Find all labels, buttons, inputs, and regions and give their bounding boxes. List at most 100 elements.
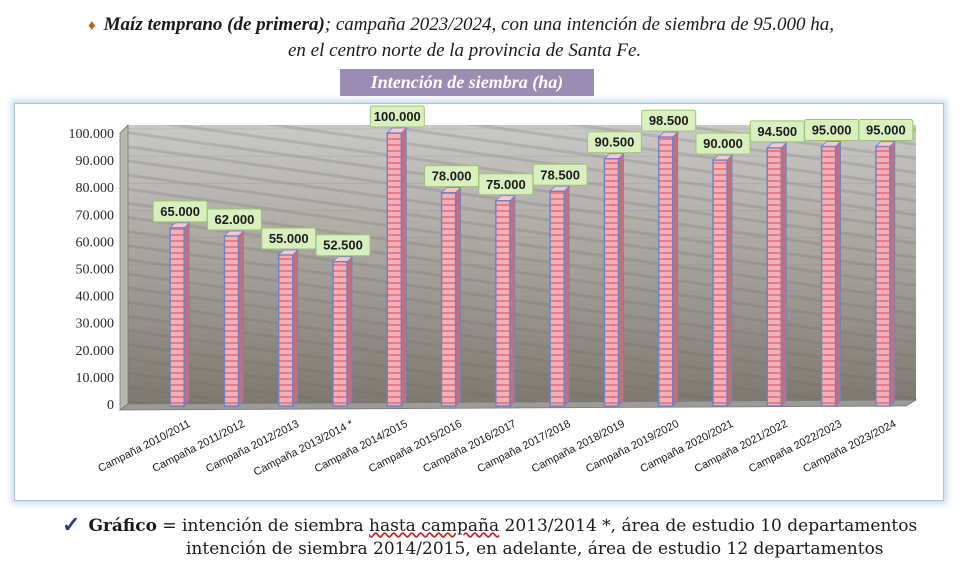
y-tick-label: 30.000 — [76, 317, 115, 332]
data-label: 78.500 — [532, 163, 588, 186]
data-label-text: 94.500 — [757, 124, 797, 139]
bar — [549, 190, 565, 407]
header-line-2: en el centro norte de la provincia de Sa… — [288, 40, 642, 61]
y-tick-label: 70.000 — [76, 208, 115, 223]
data-label: 100.000 — [369, 105, 425, 128]
bar-side — [455, 186, 461, 407]
data-label: 52.500 — [315, 234, 371, 257]
footnote-line-1: ✓ Gráfico = intención de siembra hasta ca… — [62, 512, 917, 538]
footnote-line-2: intención de siembra 2014/2015, en adela… — [186, 539, 884, 559]
y-tick-label: 80.000 — [76, 181, 115, 196]
diamond-bullet-icon: ♦ — [88, 18, 96, 34]
x-tick-label: Campaña 2017/2018 — [476, 418, 573, 475]
data-label: 95.000 — [858, 119, 914, 142]
bar — [712, 159, 728, 407]
data-label: 62.000 — [206, 208, 262, 231]
data-label-box — [858, 119, 914, 142]
bar-side — [780, 141, 787, 407]
data-label-text: 55.000 — [269, 231, 309, 246]
header-line-1: ♦ Maíz temprano (de primera); campaña 202… — [88, 14, 834, 36]
data-label: 55.000 — [261, 227, 317, 250]
data-label: 75.000 — [478, 173, 534, 196]
check-icon: ✓ — [62, 512, 81, 538]
bar — [495, 200, 511, 407]
bar — [820, 145, 837, 407]
bar — [875, 145, 891, 407]
data-label-box — [641, 109, 697, 132]
x-tick-label: Campaña 2010/2011 — [96, 418, 192, 475]
bar — [440, 191, 457, 407]
x-tick-label: Campaña 2020/2021 — [638, 418, 735, 475]
data-label-box — [532, 163, 588, 186]
bar-side — [563, 185, 570, 407]
data-label-text: 75.000 — [486, 177, 526, 192]
data-label: 65.000 — [152, 200, 208, 223]
y-tick-label: 50.000 — [76, 263, 115, 278]
x-tick-label: Campaña 2019/2020 — [584, 418, 681, 475]
x-tick-label: Campaña 2015/2016 — [367, 418, 464, 475]
y-tick-label: 90.000 — [76, 154, 115, 169]
data-label: 94.500 — [749, 120, 805, 143]
data-label-text: 95.000 — [866, 123, 906, 138]
data-label: 90.500 — [586, 131, 642, 154]
data-label-text: 78.000 — [432, 169, 472, 184]
bar — [332, 261, 348, 407]
chart-title: Intención de siembra (ha) — [340, 69, 594, 96]
data-label-text: 65.000 — [160, 204, 200, 219]
data-label-text: 52.500 — [323, 238, 363, 253]
footnote-underlined: hasta campaña — [369, 516, 500, 536]
data-label-text: 98.500 — [649, 113, 689, 128]
x-tick-label: Campaña 2018/2019 — [530, 418, 627, 475]
header-title-rest: ; campaña 2023/2024, con una intención d… — [324, 14, 835, 35]
x-tick-label: Campaña 2021/2022 — [693, 418, 790, 475]
y-tick-label: 40.000 — [76, 290, 115, 305]
bar-side — [400, 127, 407, 407]
data-label-box — [586, 131, 642, 154]
data-label-text: 62.000 — [215, 212, 255, 227]
data-label: 98.500 — [641, 109, 697, 132]
data-label-text: 100.000 — [374, 109, 421, 124]
data-label: 90.000 — [695, 132, 751, 155]
bar — [278, 254, 294, 407]
data-label-text: 90.500 — [595, 135, 635, 150]
bar-side — [292, 248, 299, 407]
bar-side — [672, 131, 679, 407]
bar — [658, 136, 674, 407]
data-label-box — [206, 208, 262, 231]
footnote-eq: = intención de siembra — [156, 516, 370, 536]
data-label-box — [315, 234, 371, 257]
data-label-box — [695, 132, 751, 155]
bar — [766, 147, 782, 407]
data-label: 78.000 — [424, 165, 480, 188]
y-tick-label: 10.000 — [76, 371, 115, 386]
bar-side — [238, 230, 244, 407]
bar — [169, 227, 185, 407]
x-tick-label: Campaña 2023/2024 — [801, 418, 898, 475]
bar-side — [346, 255, 353, 407]
x-tick-label: Campaña 2011/2012 — [151, 418, 247, 475]
footnote-rest: 2013/2014 *, área de estudio 10 departam… — [499, 516, 918, 536]
x-tick-label: Campaña 2014/2015 — [313, 418, 410, 475]
data-label-text: 90.000 — [703, 136, 743, 151]
y-tick-label: 20.000 — [76, 344, 115, 359]
bar-side — [618, 152, 624, 407]
x-tick-label: Campaña 2022/2023 — [747, 418, 844, 475]
bar-side — [835, 140, 841, 407]
footnote-label: Gráfico — [88, 516, 157, 536]
y-tick-label: 0 — [107, 398, 114, 413]
y-tick-label: 60.000 — [76, 235, 115, 250]
bar — [223, 235, 240, 407]
y-tick-label: 100.000 — [69, 127, 115, 142]
bar-side — [509, 194, 516, 407]
data-label-text: 78.500 — [540, 167, 580, 182]
plot-left-wall — [119, 124, 129, 411]
x-tick-label: Campaña 2013/2014 * — [252, 418, 356, 479]
bar-side — [889, 140, 896, 407]
header-title-bold: Maíz temprano (de primera) — [103, 14, 325, 35]
data-label-text: 95.000 — [812, 123, 852, 138]
bar-side — [726, 154, 733, 407]
bar — [386, 132, 402, 407]
bar-side — [183, 221, 190, 407]
x-tick-label: Campaña 2016/2017 — [421, 418, 518, 475]
